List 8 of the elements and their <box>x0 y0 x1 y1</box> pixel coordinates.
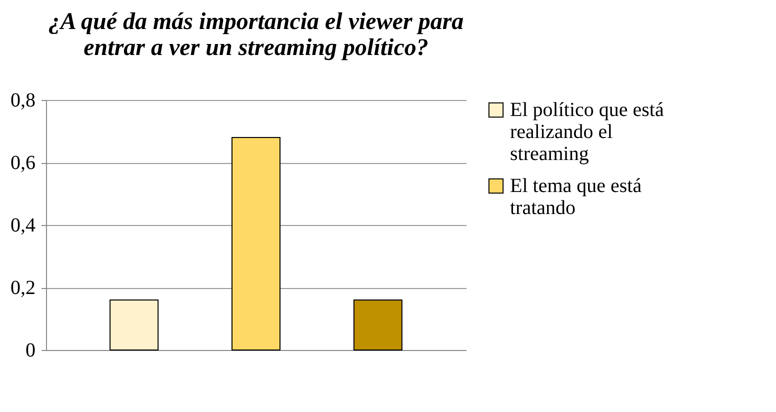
chart-title: ¿A qué da más importancia el viewer para entrar a ver un streaming político? <box>48 9 464 61</box>
y-tick-label: 0,2 <box>10 277 36 299</box>
y-tick-label: 0,4 <box>10 214 36 236</box>
legend-label: El político que está realizando el streaming <box>510 99 664 165</box>
legend-label: El tema que está tratando <box>510 175 642 219</box>
y-tick-label: 0 <box>26 340 36 362</box>
y-tick-label: 0,8 <box>10 90 36 112</box>
y-tick-label: 0,6 <box>10 152 36 174</box>
